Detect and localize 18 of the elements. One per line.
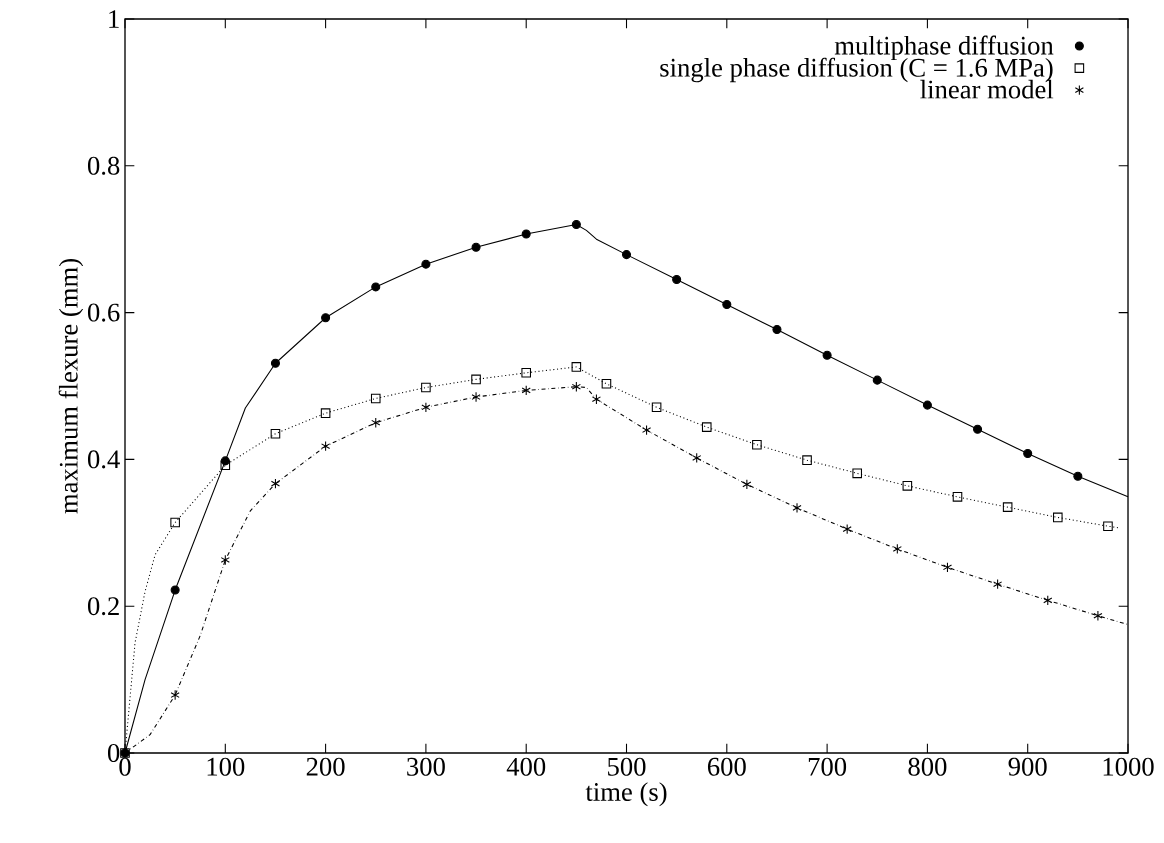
x-tick-label: 800 — [908, 757, 947, 776]
x-tick-label: 600 — [707, 757, 746, 776]
y-tick-label: 0 — [107, 744, 120, 762]
x-tick-label: 500 — [608, 757, 646, 776]
x-axis-title: time (s) — [585, 782, 667, 807]
x-tick-label: 700 — [808, 757, 847, 776]
y-axis-title: maximum flexure (mm) — [58, 259, 84, 514]
x-tick-label: 900 — [1008, 757, 1047, 776]
x-tick-label: 400 — [506, 757, 546, 776]
y-tick-label: 0.8 — [87, 156, 120, 175]
y-tick-label: 0.2 — [87, 597, 119, 616]
y-tick-label: 0.4 — [87, 450, 120, 469]
y-tick-label: 1 — [109, 10, 119, 28]
x-tick-label: 200 — [306, 757, 345, 776]
x-tick-label: 100 — [207, 757, 245, 776]
x-tick-label: 300 — [407, 757, 445, 776]
x-tick-label: 1000 — [1103, 757, 1154, 776]
y-tick-label: 0.6 — [87, 303, 120, 322]
